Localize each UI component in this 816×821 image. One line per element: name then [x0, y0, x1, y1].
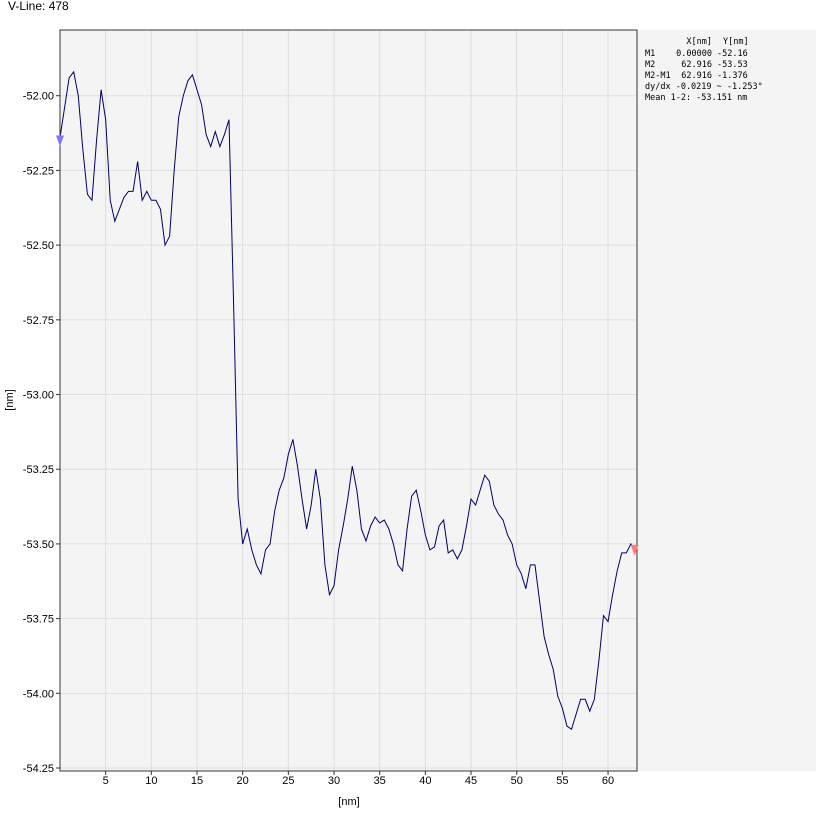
y-tick-label: -54.00: [23, 688, 54, 700]
x-tick-label: 35: [374, 775, 386, 787]
y-tick-label: -53.00: [23, 390, 54, 402]
x-tick-label: 15: [191, 775, 203, 787]
y-tick-label: -54.25: [23, 763, 54, 775]
plot-border: [59, 29, 638, 772]
x-tick-label: 50: [511, 775, 523, 787]
panel-name: M2-M1: [645, 71, 671, 81]
x-tick-label: 45: [465, 775, 477, 787]
panel-x: 62.916: [681, 60, 712, 70]
cursor-marker: [56, 135, 64, 147]
panel-name: M2: [645, 60, 655, 70]
data-line: [59, 70, 636, 730]
panel-header: X[nm]: [686, 37, 712, 47]
y-tick-label: -52.75: [23, 315, 54, 327]
panel-x: 0.00000: [676, 49, 712, 59]
y-axis-label: [nm]: [4, 389, 16, 410]
x-tick-label: 40: [419, 775, 431, 787]
panel-header: Y[nm]: [723, 37, 749, 47]
panel-y: -53.53: [717, 60, 748, 70]
x-tick-label: 20: [237, 775, 249, 787]
x-tick-label: 5: [103, 775, 109, 787]
x-axis-label: [nm]: [338, 796, 359, 808]
y-tick-label: -52.25: [23, 165, 54, 177]
y-tick-label: -53.25: [23, 464, 54, 476]
x-tick-label: 60: [602, 775, 614, 787]
x-tick-label: 30: [328, 775, 340, 787]
chart-title: V-Line: 478: [8, 0, 69, 13]
y-tick-label: -52.00: [23, 91, 54, 103]
cursor-marker: [630, 544, 639, 556]
panel-y: -1.376: [717, 71, 748, 81]
panel-slope: dy/dx -0.0219 ~ -1.253°: [645, 82, 763, 92]
info-panel: [637, 30, 816, 771]
plot-area: [60, 30, 637, 771]
x-tick-label: 25: [282, 775, 294, 787]
y-tick-label: -52.50: [23, 240, 54, 252]
panel-mean: Mean 1-2: -53.151 nm: [645, 93, 747, 103]
x-tick-label: 55: [556, 775, 568, 787]
panel-name: M1: [645, 49, 655, 59]
y-tick-label: -53.50: [23, 539, 54, 551]
y-tick-label: -53.75: [23, 614, 54, 626]
panel-x: 62.916: [681, 71, 712, 81]
panel-y: -52.16: [717, 49, 748, 59]
x-tick-label: 10: [145, 775, 157, 787]
